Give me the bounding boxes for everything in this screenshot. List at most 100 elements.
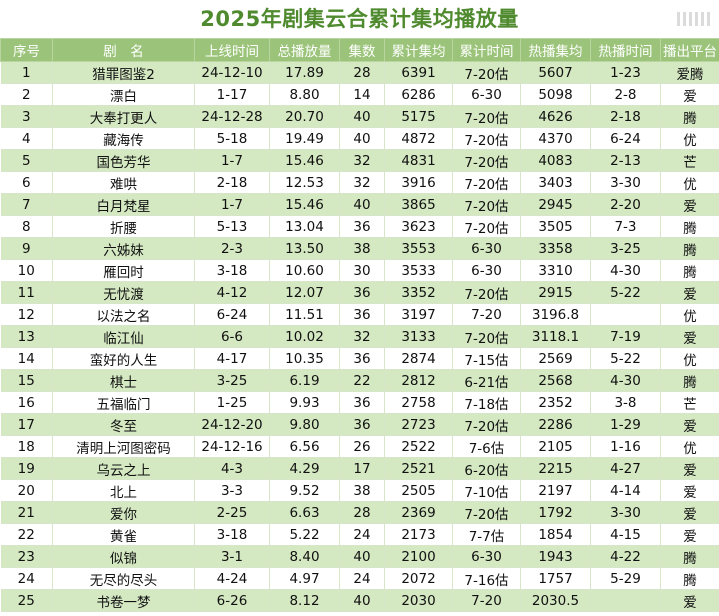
cell-platform[interactable]: 芒 xyxy=(660,391,719,414)
cell-platform[interactable]: 爱 xyxy=(660,83,719,106)
cell-peak-date[interactable]: 2-20 xyxy=(590,193,661,216)
cell-episodes[interactable]: 28 xyxy=(339,61,385,84)
cell-cumulative-avg[interactable]: 2758 xyxy=(384,391,453,414)
cell-cumulative-avg[interactable]: 2030 xyxy=(384,589,453,612)
cell-platform[interactable]: 腾 xyxy=(660,545,719,568)
cell-peak-avg[interactable]: 4370 xyxy=(520,127,591,150)
cell-episodes[interactable]: 36 xyxy=(339,303,385,326)
cell-peak-date[interactable]: 5-22 xyxy=(590,281,661,304)
cell-release-date[interactable]: 1-17 xyxy=(194,83,270,106)
cell-cumulative-avg[interactable]: 2522 xyxy=(384,435,453,458)
col-header-total-views[interactable]: 总播放量 xyxy=(269,38,340,62)
cell-total-views[interactable]: 4.29 xyxy=(269,457,340,480)
cell-release-date[interactable]: 6-6 xyxy=(194,325,270,348)
cell-episodes[interactable]: 26 xyxy=(339,435,385,458)
cell-platform[interactable]: 爱 xyxy=(660,281,719,304)
cell-index[interactable]: 11 xyxy=(0,281,53,304)
cell-platform[interactable]: 爱 xyxy=(660,501,719,524)
cell-cumulative-date[interactable]: 7-18估 xyxy=(452,391,521,414)
cell-episodes[interactable]: 30 xyxy=(339,259,385,282)
cell-title[interactable]: 白月梵星 xyxy=(52,193,195,216)
cell-platform[interactable]: 爱腾 xyxy=(660,61,719,84)
cell-peak-avg[interactable]: 2030.5 xyxy=(520,589,591,612)
cell-total-views[interactable]: 6.19 xyxy=(269,369,340,392)
cell-title[interactable]: 冬至 xyxy=(52,413,195,436)
cell-peak-date[interactable]: 1-23 xyxy=(590,61,661,84)
cell-cumulative-avg[interactable]: 2874 xyxy=(384,347,453,370)
cell-index[interactable]: 7 xyxy=(0,193,53,216)
cell-peak-date[interactable]: 3-30 xyxy=(590,171,661,194)
cell-cumulative-date[interactable]: 7-10估 xyxy=(452,479,521,502)
cell-release-date[interactable]: 3-3 xyxy=(194,479,270,502)
cell-episodes[interactable]: 24 xyxy=(339,523,385,546)
cell-total-views[interactable]: 5.22 xyxy=(269,523,340,546)
cell-peak-avg[interactable]: 2915 xyxy=(520,281,591,304)
cell-episodes[interactable]: 38 xyxy=(339,479,385,502)
cell-peak-avg[interactable]: 2568 xyxy=(520,369,591,392)
cell-peak-avg[interactable]: 2286 xyxy=(520,413,591,436)
cell-platform[interactable]: 爱 xyxy=(660,479,719,502)
cell-total-views[interactable]: 10.35 xyxy=(269,347,340,370)
cell-platform[interactable]: 腾 xyxy=(660,105,719,128)
cell-index[interactable]: 22 xyxy=(0,523,53,546)
cell-peak-date[interactable]: 4-30 xyxy=(590,369,661,392)
cell-episodes[interactable]: 38 xyxy=(339,237,385,260)
cell-title[interactable]: 难哄 xyxy=(52,171,195,194)
cell-title[interactable]: 蛮好的人生 xyxy=(52,347,195,370)
cell-peak-date[interactable]: 3-25 xyxy=(590,237,661,260)
cell-cumulative-date[interactable]: 7-16估 xyxy=(452,567,521,590)
cell-index[interactable]: 13 xyxy=(0,325,53,348)
cell-release-date[interactable]: 6-26 xyxy=(194,589,270,612)
cell-release-date[interactable]: 24-12-16 xyxy=(194,435,270,458)
cell-cumulative-avg[interactable]: 3916 xyxy=(384,171,453,194)
cell-episodes[interactable]: 40 xyxy=(339,589,385,612)
cell-cumulative-date[interactable]: 6-30 xyxy=(452,237,521,260)
cell-platform[interactable]: 腾 xyxy=(660,369,719,392)
cell-title[interactable]: 爱你 xyxy=(52,501,195,524)
cell-index[interactable]: 19 xyxy=(0,457,53,480)
cell-cumulative-avg[interactable]: 2505 xyxy=(384,479,453,502)
cell-peak-avg[interactable]: 3310 xyxy=(520,259,591,282)
cell-title[interactable]: 五福临门 xyxy=(52,391,195,414)
col-header-platform[interactable]: 播出平台 xyxy=(660,38,719,62)
cell-peak-date[interactable]: 3-30 xyxy=(590,501,661,524)
cell-episodes[interactable]: 24 xyxy=(339,567,385,590)
cell-cumulative-avg[interactable]: 3533 xyxy=(384,259,453,282)
cell-platform[interactable]: 芒 xyxy=(660,149,719,172)
cell-title[interactable]: 似锦 xyxy=(52,545,195,568)
cell-platform[interactable]: 爱 xyxy=(660,413,719,436)
cell-index[interactable]: 14 xyxy=(0,347,53,370)
cell-total-views[interactable]: 10.60 xyxy=(269,259,340,282)
cell-peak-date[interactable]: 5-29 xyxy=(590,567,661,590)
cell-total-views[interactable]: 17.89 xyxy=(269,61,340,84)
cell-cumulative-date[interactable]: 6-30 xyxy=(452,259,521,282)
cell-peak-date[interactable]: 4-27 xyxy=(590,457,661,480)
cell-peak-avg[interactable]: 2352 xyxy=(520,391,591,414)
cell-total-views[interactable]: 4.97 xyxy=(269,567,340,590)
cell-platform[interactable]: 腾 xyxy=(660,567,719,590)
cell-episodes[interactable]: 28 xyxy=(339,501,385,524)
cell-release-date[interactable]: 24-12-28 xyxy=(194,105,270,128)
cell-cumulative-date[interactable]: 7-20估 xyxy=(452,105,521,128)
cell-title[interactable]: 无忧渡 xyxy=(52,281,195,304)
cell-cumulative-date[interactable]: 6-21估 xyxy=(452,369,521,392)
cell-total-views[interactable]: 11.51 xyxy=(269,303,340,326)
cell-title[interactable]: 国色芳华 xyxy=(52,149,195,172)
cell-episodes[interactable]: 40 xyxy=(339,127,385,150)
cell-peak-avg[interactable]: 3505 xyxy=(520,215,591,238)
col-header-peak-avg[interactable]: 热播集均 xyxy=(520,38,591,62)
cell-release-date[interactable]: 6-24 xyxy=(194,303,270,326)
cell-title[interactable]: 清明上河图密码 xyxy=(52,435,195,458)
cell-cumulative-date[interactable]: 6-30 xyxy=(452,83,521,106)
cell-total-views[interactable]: 20.70 xyxy=(269,105,340,128)
cell-episodes[interactable]: 17 xyxy=(339,457,385,480)
cell-release-date[interactable]: 1-7 xyxy=(194,149,270,172)
cell-release-date[interactable]: 5-13 xyxy=(194,215,270,238)
cell-total-views[interactable]: 10.02 xyxy=(269,325,340,348)
cell-index[interactable]: 25 xyxy=(0,589,53,612)
cell-index[interactable]: 20 xyxy=(0,479,53,502)
cell-cumulative-date[interactable]: 7-20估 xyxy=(452,127,521,150)
cell-cumulative-date[interactable]: 7-20估 xyxy=(452,61,521,84)
cell-release-date[interactable]: 1-7 xyxy=(194,193,270,216)
cell-index[interactable]: 3 xyxy=(0,105,53,128)
